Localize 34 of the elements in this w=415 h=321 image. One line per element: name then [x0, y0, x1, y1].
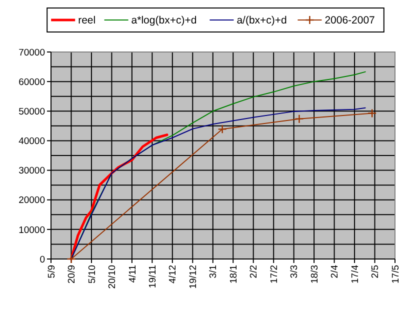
x-tick-label: 3/1	[208, 265, 220, 278]
y-tick-label: 70000	[18, 47, 45, 58]
point	[66, 254, 76, 264]
legend-label: a*log(bx+c)+d	[131, 14, 197, 27]
x-tick-label: 4/12	[168, 265, 179, 284]
x-tick-label: 5/10	[86, 265, 98, 284]
y-tick-label: 20000	[18, 195, 45, 206]
x-tick-label: 20/9	[66, 265, 78, 284]
x-tick-label: 17/5	[390, 265, 402, 284]
x-tick-label: 2/5	[370, 265, 382, 278]
y-tick-label: 60000	[18, 76, 45, 88]
x-tick-label: 3/3	[289, 265, 300, 278]
legend-label: reel	[78, 14, 96, 27]
y-tick-label: 10000	[18, 224, 45, 236]
legend-label: 2006-2007	[324, 14, 376, 27]
x-tick-label: 4/11	[127, 265, 138, 283]
y-tick-label: 50000	[18, 106, 45, 118]
x-tick-label: 2/2	[248, 265, 260, 278]
x-tick-label: 19/11	[148, 265, 158, 288]
y-tick-label: 0	[40, 254, 45, 266]
x-tick-label: 18/3	[309, 265, 320, 284]
point	[218, 124, 227, 134]
x-tick-label: 20/10	[107, 265, 118, 289]
x-tick-label: 5/9	[46, 265, 58, 278]
x-tick-label: 18/1	[228, 265, 240, 284]
point	[367, 108, 377, 118]
y-tick-label: 30000	[18, 166, 45, 177]
y-tick-label: 40000	[18, 136, 45, 148]
x-tick-label: 17/2	[268, 265, 280, 284]
point	[294, 114, 304, 124]
x-tick-label: 2/4	[330, 265, 341, 278]
x-tick-label: 17/4	[350, 265, 361, 284]
legend-label: a/(bx+c)+d	[236, 14, 288, 27]
x-tick-label: 19/12	[188, 265, 199, 289]
